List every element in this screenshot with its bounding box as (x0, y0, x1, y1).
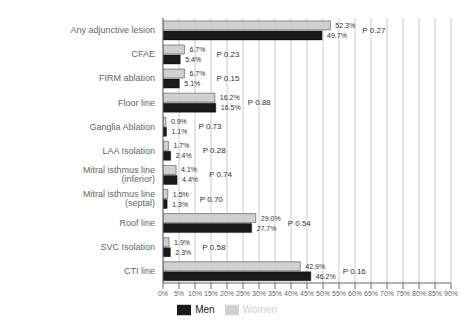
svg-text:2.4%: 2.4% (176, 152, 192, 159)
svg-text:70%: 70% (380, 290, 394, 297)
svg-text:55%: 55% (332, 290, 346, 297)
svg-text:35%: 35% (268, 290, 282, 297)
svg-text:5%: 5% (174, 290, 184, 297)
svg-text:5.1%: 5.1% (184, 80, 200, 87)
svg-text:1.9%: 1.9% (174, 239, 190, 246)
svg-text:P 0.73: P 0.73 (199, 122, 223, 131)
svg-text:P 0.27: P 0.27 (362, 26, 386, 35)
svg-text:1.5%: 1.5% (173, 191, 189, 198)
svg-text:P 0.54: P 0.54 (288, 219, 312, 228)
svg-text:P 0.74: P 0.74 (209, 170, 233, 179)
svg-text:25%: 25% (236, 290, 250, 297)
svg-text:80%: 80% (412, 290, 426, 297)
svg-text:20%: 20% (220, 290, 234, 297)
svg-text:4.1%: 4.1% (181, 166, 197, 173)
svg-text:Ganglia Ablation: Ganglia Ablation (89, 122, 155, 132)
svg-text:P 0.58: P 0.58 (202, 243, 226, 252)
svg-text:Mitral isthmus line(septal): Mitral isthmus line(septal) (83, 189, 155, 208)
svg-text:75%: 75% (396, 290, 410, 297)
svg-text:LAA Isolation: LAA Isolation (102, 146, 155, 156)
svg-text:10%: 10% (188, 290, 202, 297)
svg-text:6.7%: 6.7% (189, 70, 205, 77)
html-text:Women: Women (242, 303, 277, 315)
svg-text:CTI line: CTI line (124, 266, 155, 276)
svg-text:Roof line: Roof line (119, 218, 155, 228)
svg-text:0.9%: 0.9% (171, 118, 187, 125)
svg-text:30%: 30% (252, 290, 266, 297)
svg-text:6.7%: 6.7% (189, 46, 205, 53)
svg-text:40%: 40% (284, 290, 298, 297)
svg-text:16.2%: 16.2% (220, 94, 240, 101)
svg-text:Mitral isthmus line(inferior): Mitral isthmus line(inferior) (83, 165, 155, 184)
svg-text:27.7%: 27.7% (257, 225, 277, 232)
svg-text:5.4%: 5.4% (185, 56, 201, 63)
svg-text:16.5%: 16.5% (221, 104, 241, 111)
svg-text:90%: 90% (444, 290, 458, 297)
svg-text:1.1%: 1.1% (172, 128, 188, 135)
svg-text:P 0.23: P 0.23 (216, 50, 240, 59)
svg-text:P 0.28: P 0.28 (203, 146, 227, 155)
svg-text:P 0.70: P 0.70 (200, 195, 224, 204)
svg-text:45%: 45% (300, 290, 314, 297)
svg-text:29.0%: 29.0% (261, 215, 281, 222)
svg-text:52.3%: 52.3% (335, 22, 355, 29)
svg-text:50%: 50% (316, 290, 330, 297)
svg-text:2.3%: 2.3% (175, 249, 191, 256)
svg-text:4.4%: 4.4% (182, 176, 198, 183)
svg-text:46.2%: 46.2% (316, 273, 336, 280)
svg-text:49.7%: 49.7% (327, 32, 347, 39)
svg-text:65%: 65% (364, 290, 378, 297)
svg-text:Any adjunctive lesion: Any adjunctive lesion (70, 25, 155, 35)
svg-text:1.3%: 1.3% (172, 201, 188, 208)
svg-text:P 0.88: P 0.88 (248, 98, 272, 107)
svg-text:SVC Isolation: SVC Isolation (100, 242, 155, 252)
svg-text:42.9%: 42.9% (305, 263, 325, 270)
svg-text:P 0.15: P 0.15 (216, 74, 240, 83)
svg-text:0%: 0% (158, 290, 168, 297)
svg-text:CFAE: CFAE (131, 49, 155, 59)
svg-text:60%: 60% (348, 290, 362, 297)
svg-text:1.7%: 1.7% (173, 142, 189, 149)
svg-text:Floor line: Floor line (118, 98, 155, 108)
html-text:Men: Men (195, 303, 215, 315)
svg-text:FIRM ablation: FIRM ablation (99, 73, 155, 83)
svg-text:15%: 15% (204, 290, 218, 297)
svg-text:85%: 85% (428, 290, 442, 297)
svg-text:P 0.16: P 0.16 (343, 267, 367, 276)
